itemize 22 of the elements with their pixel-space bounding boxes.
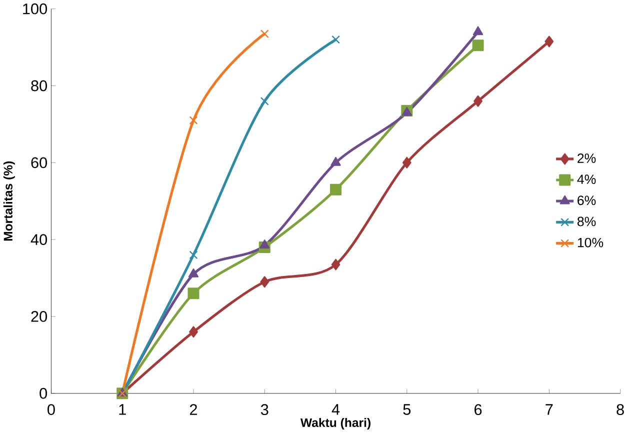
y-tick-label: 0 — [40, 388, 47, 399]
x-tick-label: 0 — [48, 404, 55, 416]
y-tick-label: 20 — [31, 311, 47, 322]
legend-label: 8% — [577, 216, 596, 226]
legend-label: 6% — [578, 196, 596, 206]
y-tick-label: 100 — [23, 3, 47, 14]
y-tick-label: 40 — [30, 234, 47, 246]
legend-label: 10% — [578, 238, 604, 248]
legend-label: 2% — [578, 154, 596, 163]
x-tick-label: 7 — [546, 404, 553, 415]
y-tick-label: 80 — [31, 80, 47, 92]
x-tick-label: 6 — [474, 404, 482, 416]
x-axis-title: Waktu (hari) — [300, 418, 370, 430]
x-tick-label: 3 — [260, 404, 268, 416]
legend-label: 4% — [577, 174, 596, 184]
x-tick-label: 8 — [616, 404, 624, 416]
x-tick-label: 1 — [119, 404, 126, 415]
x-tick-label: 2 — [190, 404, 197, 415]
x-tick-label: 4 — [332, 404, 340, 415]
y-axis-title: Mortalitas (%) — [3, 161, 15, 241]
y-tick-label: 60 — [31, 157, 47, 168]
x-tick-label: 5 — [403, 404, 411, 415]
